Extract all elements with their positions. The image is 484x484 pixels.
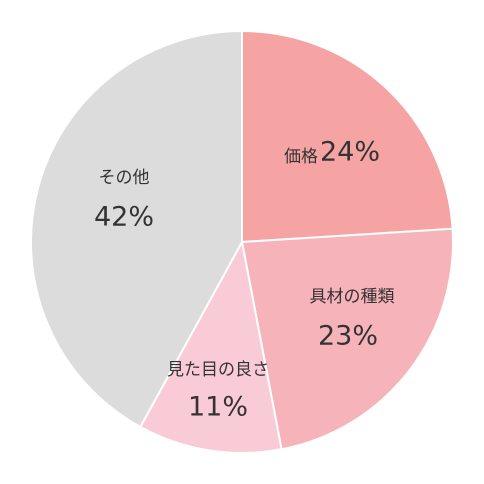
value-label: 11% [188,392,248,423]
pie-slice [241,29,454,244]
slice-label: 具材の種類 [310,287,395,307]
slice-label: 価格 [284,147,318,167]
pie-slice [138,239,283,454]
slice-label: 見た目の良さ [167,360,269,380]
value-label: 24% [320,137,380,168]
slice-label: その他 [99,168,150,188]
pie-slice [240,227,454,451]
value-label: 23% [318,321,378,352]
pie-slice [30,29,243,429]
value-label: 42% [94,202,154,233]
